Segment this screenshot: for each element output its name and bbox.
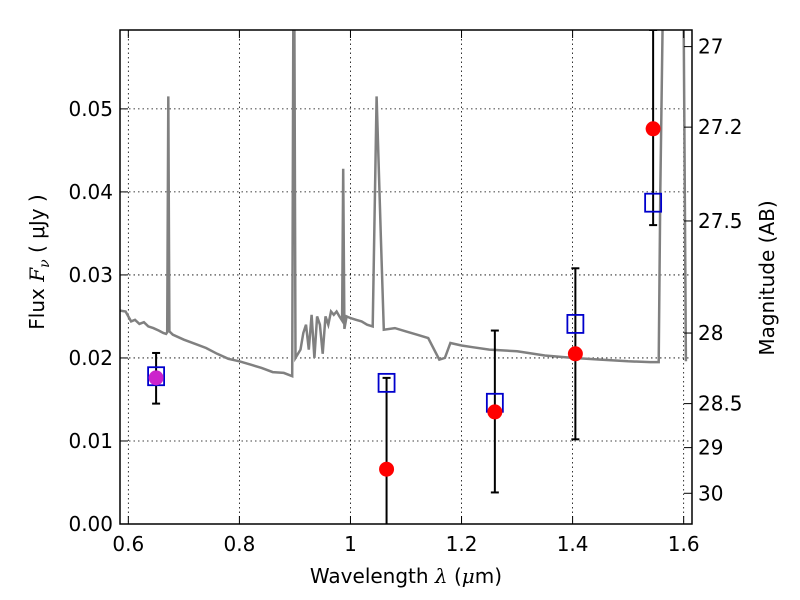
observed-flux-dot [148,370,164,386]
plot-area [120,30,688,524]
y2-tick-label: 30 [698,481,723,505]
axis-ticks: 0.6 0.8 1 1.2 1.4 1.6 0.00 0.01 0.02 0.03 0.04 0.05… [68,30,743,556]
x-tick-label: 1.2 [446,532,478,556]
observed-flux-dot [567,346,583,362]
y2-tick-label: 28.5 [698,392,743,416]
x-tick-label: 0.8 [223,532,255,556]
observed-flux-dot [645,121,661,137]
x-tick-label: 0.6 [112,532,144,556]
x-tick-label: 1.6 [668,532,700,556]
model-spectrum-line [120,30,688,379]
y2-tick-label: 27.2 [698,115,743,139]
model-photometry-square [377,372,396,393]
x-axis-label: Wavelength λ (μm) [310,564,502,588]
y-tick-label: 0.02 [68,346,113,370]
y2-axis-label: Magnitude (AB) [755,200,779,355]
error-bars [152,30,658,524]
x-tick-label: 1.4 [557,532,589,556]
grid-lines [120,30,692,524]
y-tick-label: 0.04 [68,180,113,204]
model-photometry-square [566,314,585,334]
observed-flux-dot [487,404,503,420]
y-tick-label: 0.00 [68,512,113,536]
y2-tick-label: 28 [698,321,723,345]
observed-flux-dot [379,461,395,477]
plot-frame [119,29,693,525]
y-axis-label: Flux Fν ( μJy ) [25,194,53,329]
model-photometry-markers [147,192,663,413]
y2-tick-label: 27.5 [698,209,743,233]
x-tick-label: 1 [344,532,357,556]
y-tick-label: 0.05 [68,97,113,121]
y-tick-label: 0.01 [68,429,113,453]
model-photometry-square [644,192,663,213]
y2-tick-label: 27 [698,35,723,59]
y-tick-label: 0.03 [68,263,113,287]
observed-photometry-markers [148,121,661,477]
y2-tick-label: 29 [698,436,723,460]
